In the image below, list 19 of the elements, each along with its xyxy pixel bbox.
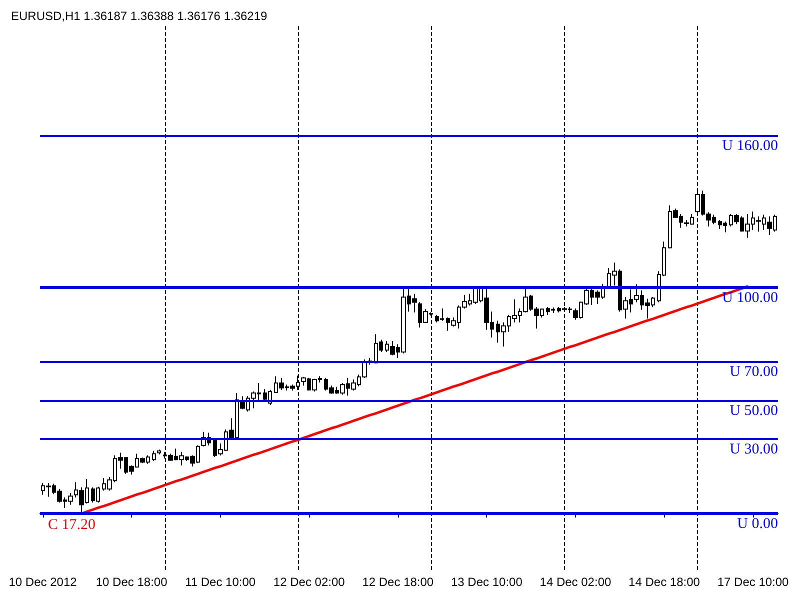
x-tick-label: 12 Dec 02:00 bbox=[273, 575, 346, 589]
ref-line-label: U 70.00 bbox=[730, 364, 778, 380]
x-tick-label: 14 Dec 02:00 bbox=[540, 575, 612, 589]
candlestick bbox=[152, 450, 156, 462]
x-tick-label: 11 Dec 10:00 bbox=[185, 575, 256, 589]
candlestick bbox=[157, 449, 161, 455]
ref-line-label: U 30.00 bbox=[730, 442, 778, 458]
x-tick-label: 14 Dec 18:00 bbox=[628, 575, 700, 589]
ref-line-label: U 0.00 bbox=[737, 516, 778, 532]
x-tick-label: 10 Dec 2012 bbox=[8, 575, 78, 589]
x-tick-label: 12 Dec 18:00 bbox=[362, 575, 434, 589]
annotation: C 17.20 bbox=[48, 517, 96, 534]
ref-line-label: U 160.00 bbox=[722, 138, 778, 154]
chart-title: EURUSD,H1 1.36187 1.36388 1.36176 1.36219 bbox=[11, 9, 268, 23]
x-tick-label: 17 Dec 10:00 bbox=[717, 575, 790, 589]
x-tick-label: 10 Dec 18:00 bbox=[96, 575, 168, 589]
ref-line-label: U 100.00 bbox=[722, 290, 778, 306]
ref-line-label: U 50.00 bbox=[730, 402, 778, 419]
x-tick-label: 13 Dec 10:00 bbox=[450, 575, 523, 589]
